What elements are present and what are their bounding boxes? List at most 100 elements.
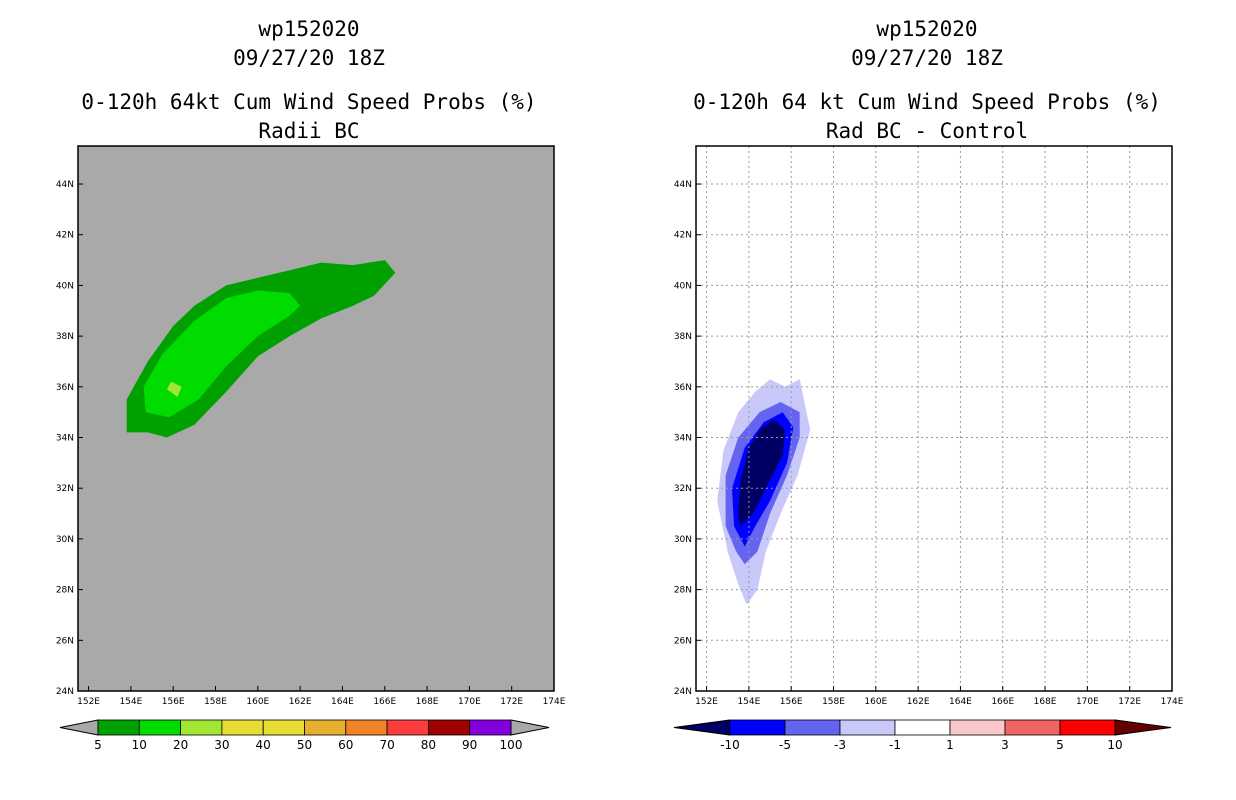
left-colorbar: 5 10 20 30 40 50 60 70 80 90 100 xyxy=(59,719,550,752)
right-x-tick-label: 162E xyxy=(907,697,930,707)
left-colorbar-swatch xyxy=(469,719,512,736)
right-x-tick-label: 166E xyxy=(991,697,1014,707)
right-colorbar-label: 1 xyxy=(946,738,954,752)
left-colorbar-label: 60 xyxy=(338,738,353,752)
left-chart-title: 0-120h 64kt Cum Wind Speed Probs (%) Rad… xyxy=(69,88,549,146)
left-colorbar-swatch xyxy=(427,719,471,736)
right-subtitle: Rad BC - Control xyxy=(825,119,1029,143)
left-chart: 152E 154E 156E 158E 160E 162E 164E 166E 168E 170E… xyxy=(56,145,566,752)
left-y-tick-label: 44N xyxy=(56,180,74,190)
left-colorbar-label: 50 xyxy=(297,738,312,752)
left-colorbar-swatch xyxy=(221,719,264,736)
left-x-tick-label: 166E xyxy=(373,697,396,707)
left-x-tick-label: 168E xyxy=(416,697,439,707)
left-colorbar-label: 40 xyxy=(256,738,271,752)
right-colorbar-under-arrow xyxy=(673,719,731,736)
left-y-tick-label: 38N xyxy=(56,332,74,342)
left-colorbar-label: 30 xyxy=(214,738,229,752)
right-colorbar: -10 -5 -3 -1 1 3 5 10 xyxy=(673,719,1172,752)
left-storm-id: wp152020 xyxy=(258,17,360,41)
left-contour-1 xyxy=(143,290,301,418)
left-colorbar-swatch xyxy=(345,719,388,736)
left-x-tick-label: 164E xyxy=(331,697,354,707)
left-panel-title: wp152020 09/27/20 18Z xyxy=(69,15,549,73)
right-colorbar-label: 3 xyxy=(1001,738,1009,752)
right-colorbar-over-arrow xyxy=(1114,719,1172,736)
right-colorbar-swatch xyxy=(784,719,841,736)
left-x-tick-label: 152E xyxy=(77,697,100,707)
left-y-tick-label: 34N xyxy=(56,434,74,444)
right-colorbar-label: -1 xyxy=(889,738,901,752)
left-colorbar-label: 80 xyxy=(421,738,436,752)
left-y-tick-label: 42N xyxy=(56,231,74,241)
left-colorbar-over-arrow xyxy=(510,719,550,736)
right-x-tick-label: 172E xyxy=(1118,697,1141,707)
right-x-tick-label: 152E xyxy=(695,697,718,707)
right-x-tick-label: 158E xyxy=(822,697,845,707)
right-x-tick-label: 154E xyxy=(737,697,760,707)
right-colorbar-swatch xyxy=(1059,719,1116,736)
left-plot-frame xyxy=(77,145,555,692)
left-x-tick-label: 174E xyxy=(543,697,566,707)
right-y-tick-label: 42N xyxy=(674,231,692,241)
right-x-tick-label: 156E xyxy=(780,697,803,707)
right-plot-frame xyxy=(695,145,1173,692)
right-x-tick-label: 160E xyxy=(864,697,887,707)
left-colorbar-label: 10 xyxy=(132,738,147,752)
right-colorbar-label: 10 xyxy=(1107,738,1122,752)
right-y-tick-label: 32N xyxy=(674,484,692,494)
right-y-tick-label: 28N xyxy=(674,586,692,596)
right-datetime: 09/27/20 18Z xyxy=(851,46,1003,70)
left-colorbar-label: 100 xyxy=(500,738,523,752)
left-colorbar-label: 20 xyxy=(173,738,188,752)
left-colorbar-swatch xyxy=(262,719,305,736)
right-y-tick-label: 26N xyxy=(674,636,692,646)
right-contour-3 xyxy=(738,419,785,527)
left-y-tick-label: 26N xyxy=(56,636,74,646)
left-y-tick-label: 40N xyxy=(56,281,74,291)
right-x-tick-label: 174E xyxy=(1161,697,1184,707)
left-subtitle: Radii BC xyxy=(258,119,360,143)
right-chart-title: 0-120h 64 kt Cum Wind Speed Probs (%) Ra… xyxy=(687,88,1167,146)
left-colorbar-label: 90 xyxy=(462,738,477,752)
left-y-tick-label: 30N xyxy=(56,535,74,545)
left-x-tick-label: 172E xyxy=(500,697,523,707)
right-colorbar-label: 5 xyxy=(1056,738,1064,752)
left-colorbar-label: 5 xyxy=(94,738,102,752)
right-colorbar-label: -3 xyxy=(834,738,846,752)
right-colorbar-swatch xyxy=(729,719,786,736)
left-x-tick-label: 154E xyxy=(119,697,142,707)
right-colorbar-label: -5 xyxy=(779,738,791,752)
right-colorbar-swatch xyxy=(839,719,896,736)
left-x-tick-label: 160E xyxy=(246,697,269,707)
left-colorbar-swatch xyxy=(138,719,182,736)
left-colorbar-swatch xyxy=(97,719,140,736)
left-y-tick-label: 24N xyxy=(56,687,74,697)
left-x-tick-label: 158E xyxy=(204,697,227,707)
left-title-line: 0-120h 64kt Cum Wind Speed Probs (%) xyxy=(81,90,537,114)
right-x-tick-label: 164E xyxy=(949,697,972,707)
left-x-tick-label: 170E xyxy=(458,697,481,707)
right-storm-id: wp152020 xyxy=(876,17,978,41)
left-y-tick-label: 36N xyxy=(56,383,74,393)
right-y-tick-label: 24N xyxy=(674,687,692,697)
left-colorbar-under-arrow xyxy=(59,719,99,736)
right-colorbar-label: -10 xyxy=(720,738,740,752)
right-colorbar-swatch xyxy=(949,719,1006,736)
right-y-tick-label: 44N xyxy=(674,180,692,190)
right-y-tick-label: 34N xyxy=(674,434,692,444)
right-chart: 152E 154E 156E 158E 160E 162E 164E 166E 168E 170E… xyxy=(673,145,1184,752)
right-panel-title: wp152020 09/27/20 18Z xyxy=(687,15,1167,73)
right-y-tick-label: 40N xyxy=(674,281,692,291)
left-datetime: 09/27/20 18Z xyxy=(233,46,385,70)
right-y-tick-label: 36N xyxy=(674,383,692,393)
left-y-tick-label: 28N xyxy=(56,586,74,596)
left-y-tick-label: 32N xyxy=(56,484,74,494)
left-colorbar-swatch xyxy=(386,719,429,736)
right-x-tick-label: 168E xyxy=(1034,697,1057,707)
right-y-tick-label: 30N xyxy=(674,535,692,545)
left-x-tick-label: 156E xyxy=(162,697,185,707)
left-colorbar-swatch xyxy=(180,719,223,736)
right-y-tick-label: 38N xyxy=(674,332,692,342)
